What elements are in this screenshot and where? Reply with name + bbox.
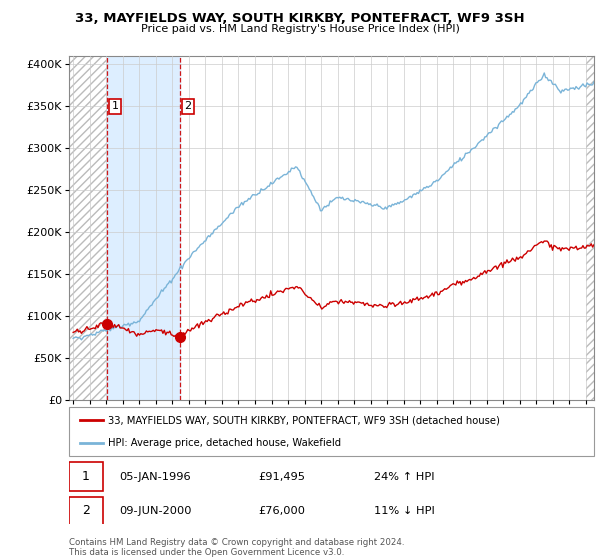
Text: HPI: Average price, detached house, Wakefield: HPI: Average price, detached house, Wake… [109,438,341,448]
Text: 33, MAYFIELDS WAY, SOUTH KIRKBY, PONTEFRACT, WF9 3SH: 33, MAYFIELDS WAY, SOUTH KIRKBY, PONTEFR… [75,12,525,25]
Bar [69,56,107,400]
Text: 09-JUN-2000: 09-JUN-2000 [119,506,191,516]
Text: 11% ↓ HPI: 11% ↓ HPI [373,506,434,516]
Text: £76,000: £76,000 [258,506,305,516]
FancyBboxPatch shape [69,463,103,491]
Text: Contains HM Land Registry data © Crown copyright and database right 2024.
This d: Contains HM Land Registry data © Crown c… [69,538,404,557]
Bar [586,56,594,400]
Text: 33, MAYFIELDS WAY, SOUTH KIRKBY, PONTEFRACT, WF9 3SH (detached house): 33, MAYFIELDS WAY, SOUTH KIRKBY, PONTEFR… [109,416,500,426]
Text: 1: 1 [112,101,119,111]
FancyBboxPatch shape [69,407,594,456]
Text: 1: 1 [82,470,90,483]
Text: 2: 2 [185,101,192,111]
Text: £91,495: £91,495 [258,472,305,482]
Text: 05-JAN-1996: 05-JAN-1996 [119,472,191,482]
Text: Price paid vs. HM Land Registry's House Price Index (HPI): Price paid vs. HM Land Registry's House … [140,24,460,34]
FancyBboxPatch shape [69,497,103,525]
Text: 2: 2 [82,504,90,517]
Bar [107,56,179,400]
Text: 24% ↑ HPI: 24% ↑ HPI [373,472,434,482]
